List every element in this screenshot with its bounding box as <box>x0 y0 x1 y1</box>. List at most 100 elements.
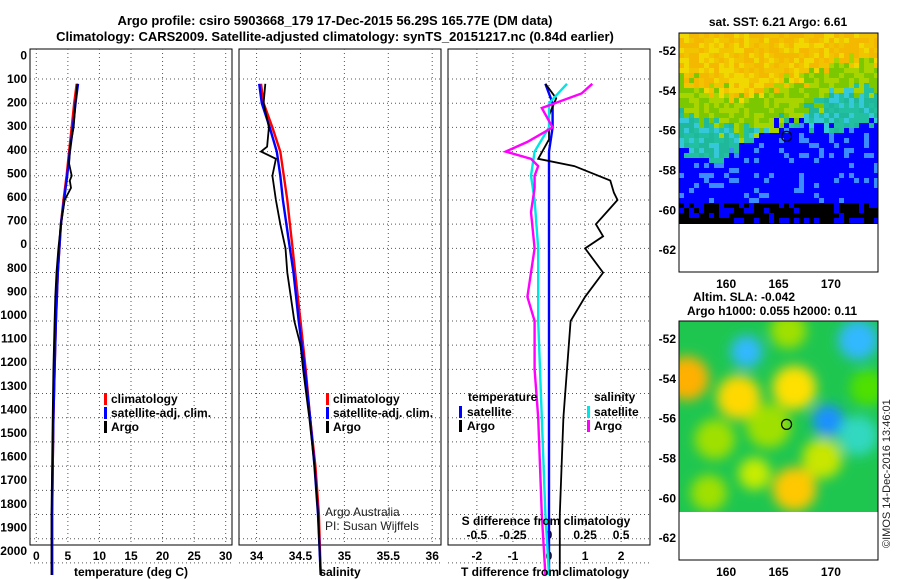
sst-pixel <box>809 88 814 93</box>
sst-pixel <box>874 33 878 38</box>
sst-pixel <box>849 58 854 63</box>
argo-float-marker <box>780 418 793 430</box>
sst-pixel <box>839 213 844 218</box>
sst-pixel <box>689 103 694 108</box>
sst-pixel <box>724 178 729 183</box>
sst-pixel <box>834 103 839 108</box>
sst-pixel <box>689 208 694 213</box>
sst-pixel <box>874 53 878 58</box>
sst-pixel <box>869 68 874 73</box>
sst-pixel <box>729 128 734 133</box>
sst-pixel <box>759 63 764 68</box>
sst-pixel <box>809 33 814 38</box>
sst-pixel <box>764 43 769 48</box>
sst-pixel <box>769 148 774 153</box>
sst-pixel <box>734 158 739 163</box>
sst-pixel <box>839 93 844 98</box>
sst-pixel <box>709 118 714 123</box>
sst-pixel <box>729 103 734 108</box>
sst-pixel <box>694 198 699 203</box>
sst-pixel <box>854 218 859 223</box>
sst-pixel <box>699 33 704 38</box>
sst-pixel <box>844 203 849 208</box>
sst-pixel <box>774 73 779 78</box>
sst-pixel <box>754 158 759 163</box>
sst-pixel <box>759 213 764 218</box>
sst-pixel <box>789 213 794 218</box>
sst-pixel <box>739 48 744 53</box>
sst-pixel <box>759 88 764 93</box>
sst-pixel <box>734 123 739 128</box>
series-line-temperature-argo <box>536 83 619 575</box>
sst-pixel <box>689 128 694 133</box>
sst-pixel <box>769 38 774 43</box>
sst-pixel <box>814 148 819 153</box>
sst-pixel <box>744 153 749 158</box>
sst-pixel <box>709 123 714 128</box>
sst-pixel <box>744 208 749 213</box>
sst-pixel <box>844 118 849 123</box>
sst-pixel <box>684 88 689 93</box>
sst-pixel <box>689 68 694 73</box>
sst-pixel <box>869 78 874 83</box>
legend-swatch-argo <box>326 421 329 433</box>
sst-pixel <box>854 53 859 58</box>
sst-pixel <box>704 48 709 53</box>
sst-pixel <box>819 158 824 163</box>
sst-pixel <box>864 123 869 128</box>
sst-pixel <box>824 53 829 58</box>
sst-pixel <box>794 203 799 208</box>
legend-label-argo: Argo <box>333 420 361 434</box>
sst-pixel <box>784 58 789 63</box>
sst-pixel <box>844 193 849 198</box>
sst-pixel <box>814 198 819 203</box>
sst-pixel <box>844 173 849 178</box>
sst-pixel <box>849 153 854 158</box>
sst-pixel <box>824 168 829 173</box>
sst-pixel <box>829 93 834 98</box>
sst-pixel <box>719 158 724 163</box>
sst-pixel <box>784 193 789 198</box>
sst-pixel <box>754 58 759 63</box>
sst-pixel <box>769 168 774 173</box>
sst-pixel <box>774 223 779 224</box>
sst-pixel <box>679 58 684 63</box>
sst-pixel <box>694 93 699 98</box>
sst-pixel <box>799 208 804 213</box>
sst-pixel <box>734 33 739 38</box>
sst-pixel <box>689 168 694 173</box>
sst-pixel <box>849 73 854 78</box>
sst-pixel <box>874 63 878 68</box>
sst-pixel <box>764 38 769 43</box>
sst-pixel <box>754 63 759 68</box>
sst-pixel <box>819 68 824 73</box>
sst-pixel <box>874 108 878 113</box>
sst-pixel <box>819 83 824 88</box>
sst-pixel <box>709 198 714 203</box>
sst-pixel <box>689 223 694 224</box>
sst-pixel <box>799 68 804 73</box>
sst-pixel <box>874 173 878 178</box>
sst-pixel <box>744 38 749 43</box>
sst-pixel <box>704 108 709 113</box>
s-difference-tick-label: 0.5 <box>613 528 630 542</box>
sst-pixel <box>784 173 789 178</box>
sst-pixel <box>734 128 739 133</box>
x-tick-label: 0 <box>33 549 40 563</box>
sst-pixel <box>764 148 769 153</box>
sst-pixel <box>784 128 789 133</box>
sst-pixel <box>729 138 734 143</box>
sst-pixel <box>849 53 854 58</box>
sst-pixel <box>744 203 749 208</box>
sst-pixel <box>689 193 694 198</box>
sst-pixel <box>739 33 744 38</box>
sst-pixel <box>719 48 724 53</box>
sst-pixel <box>869 223 874 224</box>
sst-pixel <box>844 168 849 173</box>
sst-pixel <box>774 93 779 98</box>
sst-pixel <box>709 138 714 143</box>
sst-pixel <box>774 213 779 218</box>
sst-pixel <box>769 198 774 203</box>
sst-pixel <box>864 68 869 73</box>
sst-pixel <box>849 148 854 153</box>
